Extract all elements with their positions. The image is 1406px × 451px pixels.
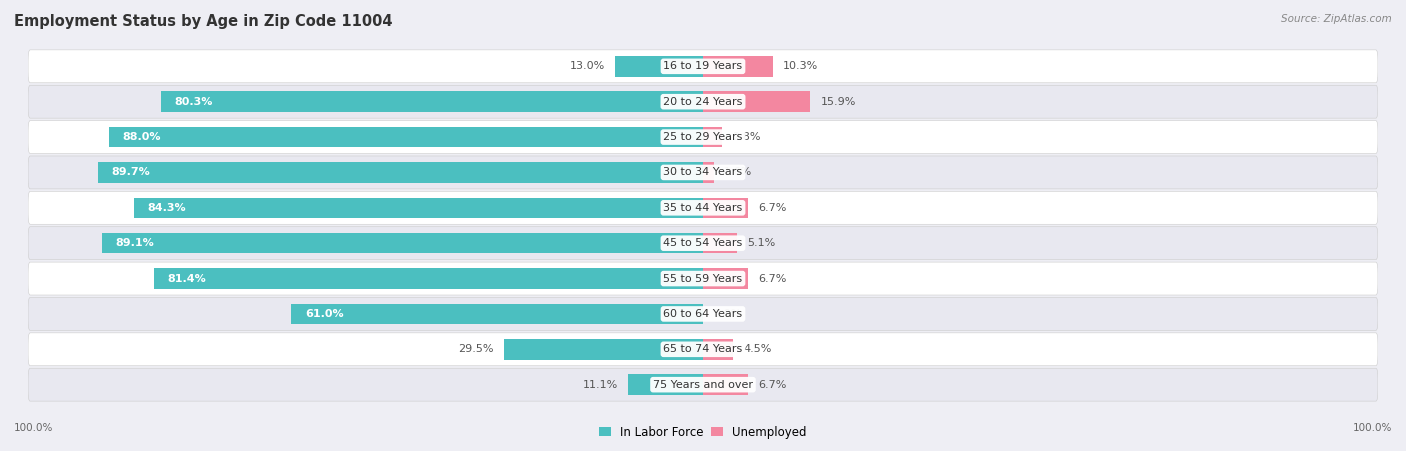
- Text: 1.6%: 1.6%: [724, 167, 752, 177]
- Text: 4.5%: 4.5%: [744, 344, 772, 354]
- Text: 5.1%: 5.1%: [748, 238, 776, 248]
- Text: 100.0%: 100.0%: [1353, 423, 1392, 433]
- Text: 89.1%: 89.1%: [115, 238, 153, 248]
- Bar: [703, 374, 748, 395]
- Text: 55 to 59 Years: 55 to 59 Years: [664, 274, 742, 284]
- Text: 6.7%: 6.7%: [758, 203, 787, 213]
- Text: 0.0%: 0.0%: [713, 309, 741, 319]
- FancyBboxPatch shape: [28, 368, 1378, 401]
- Text: 11.1%: 11.1%: [582, 380, 619, 390]
- Text: 65 to 74 Years: 65 to 74 Years: [664, 344, 742, 354]
- Bar: [110, 127, 703, 147]
- Bar: [503, 339, 703, 359]
- Bar: [628, 374, 703, 395]
- Text: 75 Years and over: 75 Years and over: [652, 380, 754, 390]
- Bar: [703, 92, 810, 112]
- Text: 60 to 64 Years: 60 to 64 Years: [664, 309, 742, 319]
- Bar: [291, 304, 703, 324]
- Bar: [162, 92, 703, 112]
- FancyBboxPatch shape: [28, 50, 1378, 83]
- Text: 88.0%: 88.0%: [122, 132, 162, 142]
- Bar: [703, 233, 737, 253]
- FancyBboxPatch shape: [28, 120, 1378, 153]
- Bar: [101, 233, 703, 253]
- Text: 81.4%: 81.4%: [167, 274, 205, 284]
- FancyBboxPatch shape: [28, 333, 1378, 366]
- Text: 20 to 24 Years: 20 to 24 Years: [664, 97, 742, 107]
- Bar: [703, 339, 734, 359]
- Text: 16 to 19 Years: 16 to 19 Years: [664, 61, 742, 71]
- Bar: [153, 268, 703, 289]
- Bar: [703, 162, 714, 183]
- FancyBboxPatch shape: [28, 156, 1378, 189]
- Bar: [703, 127, 721, 147]
- Text: 61.0%: 61.0%: [305, 309, 343, 319]
- FancyBboxPatch shape: [28, 85, 1378, 118]
- Bar: [703, 198, 748, 218]
- FancyBboxPatch shape: [28, 298, 1378, 331]
- Text: 10.3%: 10.3%: [783, 61, 818, 71]
- Text: 2.8%: 2.8%: [733, 132, 761, 142]
- Text: 6.7%: 6.7%: [758, 380, 787, 390]
- Text: 15.9%: 15.9%: [821, 97, 856, 107]
- Text: 13.0%: 13.0%: [569, 61, 605, 71]
- Bar: [616, 56, 703, 77]
- Text: 100.0%: 100.0%: [14, 423, 53, 433]
- Bar: [134, 198, 703, 218]
- Text: Employment Status by Age in Zip Code 11004: Employment Status by Age in Zip Code 110…: [14, 14, 392, 28]
- Text: Source: ZipAtlas.com: Source: ZipAtlas.com: [1281, 14, 1392, 23]
- Text: 89.7%: 89.7%: [111, 167, 150, 177]
- Bar: [703, 268, 748, 289]
- Text: 6.7%: 6.7%: [758, 274, 787, 284]
- FancyBboxPatch shape: [28, 191, 1378, 224]
- FancyBboxPatch shape: [28, 262, 1378, 295]
- Bar: [97, 162, 703, 183]
- Text: 25 to 29 Years: 25 to 29 Years: [664, 132, 742, 142]
- Bar: [703, 56, 772, 77]
- Legend: In Labor Force, Unemployed: In Labor Force, Unemployed: [595, 421, 811, 443]
- Text: 35 to 44 Years: 35 to 44 Years: [664, 203, 742, 213]
- Text: 84.3%: 84.3%: [148, 203, 186, 213]
- Text: 45 to 54 Years: 45 to 54 Years: [664, 238, 742, 248]
- Text: 80.3%: 80.3%: [174, 97, 212, 107]
- Text: 29.5%: 29.5%: [458, 344, 494, 354]
- Text: 30 to 34 Years: 30 to 34 Years: [664, 167, 742, 177]
- FancyBboxPatch shape: [28, 227, 1378, 260]
